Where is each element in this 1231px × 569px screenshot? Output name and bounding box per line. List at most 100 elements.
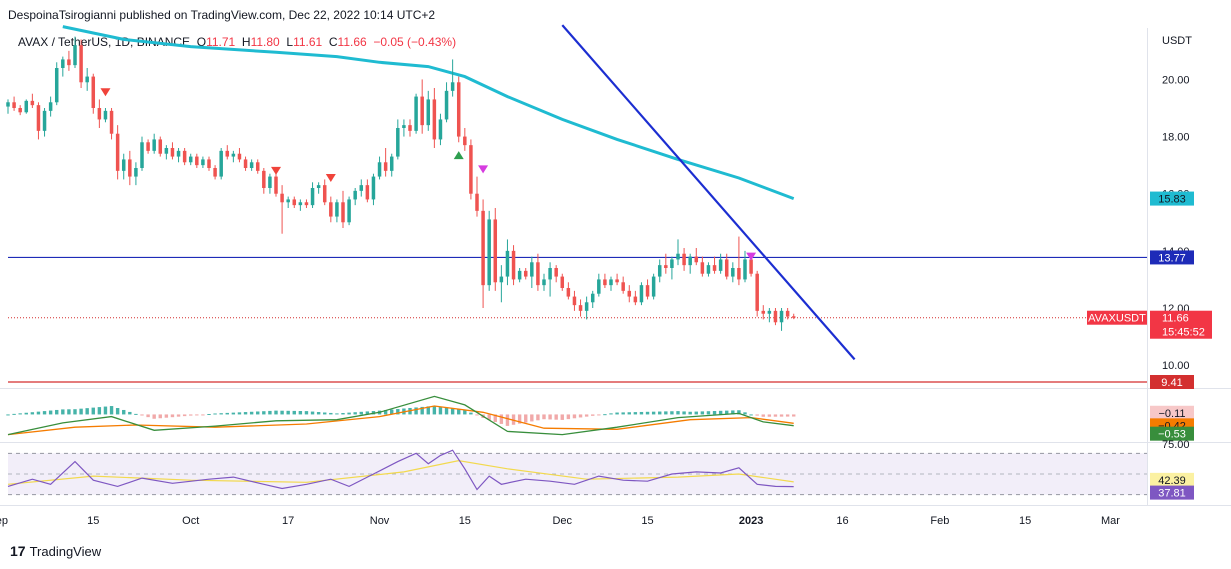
candle-body <box>335 202 339 217</box>
candle-body <box>231 153 236 157</box>
macd-histogram-bar <box>128 411 132 415</box>
rsi-value-tag-bg <box>1150 485 1194 500</box>
y-tick-label: 20.00 <box>1162 74 1190 86</box>
candle-body <box>286 199 290 203</box>
candle-body <box>682 253 686 266</box>
candle-body <box>237 153 242 160</box>
macd-histogram-bar <box>420 406 424 415</box>
macd-histogram-bar <box>182 414 187 417</box>
candle-body <box>450 82 455 91</box>
open-label: O <box>196 35 207 49</box>
macd-histogram-bar <box>341 413 345 415</box>
blue-line-price-tag: 13.77 <box>1158 252 1186 264</box>
x-tick-label: ep <box>0 515 8 527</box>
macd-histogram-bar <box>792 414 796 417</box>
macd-histogram-bar <box>353 412 357 415</box>
candle-body <box>298 202 303 206</box>
candle-body <box>268 176 272 188</box>
candle-body <box>371 176 376 200</box>
candle-body <box>255 162 260 171</box>
macd-histogram-bar <box>231 412 236 415</box>
high-value: 11.80 <box>250 35 280 49</box>
macd-histogram-bar <box>475 414 479 416</box>
macd-histogram-bar <box>249 411 254 415</box>
candle-body <box>396 128 400 157</box>
macd-histogram-bar <box>639 411 644 415</box>
macd-histogram-bar <box>24 412 28 415</box>
low-label: L <box>286 35 294 49</box>
macd-histogram-bar <box>79 408 83 415</box>
macd-histogram-bar <box>682 411 686 415</box>
candle-body <box>584 302 589 311</box>
candle-body <box>109 110 114 134</box>
macd-histogram-bar <box>109 406 114 415</box>
macd-histogram-bar <box>676 411 680 415</box>
macd-histogram-bar <box>73 409 77 415</box>
x-tick-label: 16 <box>836 515 848 527</box>
macd-histogram-bar <box>103 406 108 415</box>
candle-body <box>262 170 266 188</box>
macd-histogram-bar <box>365 411 370 415</box>
candle-body <box>615 279 619 283</box>
x-tick-label: Oct <box>182 515 199 527</box>
macd-histogram-bar <box>189 414 193 416</box>
publisher-header: DespoinaTsirogianni published on Trading… <box>8 8 436 22</box>
sell-signal-icon <box>478 165 489 174</box>
candle-body <box>444 90 449 120</box>
macd-histogram-bar <box>499 414 504 424</box>
macd-histogram-bar <box>469 412 473 415</box>
macd-histogram-bar <box>615 412 619 415</box>
macd-histogram-bar <box>170 414 175 418</box>
low-value: 11.61 <box>293 35 323 49</box>
macd-histogram-bar <box>390 409 394 415</box>
sell-signal-icon <box>100 88 111 97</box>
macd-histogram-bar <box>651 411 656 415</box>
macd-line <box>7 395 794 436</box>
macd-histogram-bar <box>444 407 449 415</box>
candle-body <box>779 310 784 323</box>
candle-body <box>402 125 406 128</box>
candle-body <box>36 105 41 131</box>
change-value: −0.05 (−0.43%) <box>373 35 457 49</box>
macd-histogram-bar <box>61 409 65 415</box>
candle-body <box>664 265 668 268</box>
symbol-info[interactable]: AVAX / TetherUS, 1D, BINANCE <box>18 35 191 49</box>
candle-body <box>359 185 364 191</box>
macd-histogram-bar <box>658 411 662 415</box>
macd-histogram-bar <box>176 414 181 417</box>
candle-body <box>773 310 778 323</box>
high-label: H <box>241 35 251 49</box>
macd-histogram-bar <box>706 411 711 415</box>
symbol-tag-bg <box>1087 310 1147 325</box>
macd-histogram-bar <box>280 410 284 415</box>
candle-body <box>30 100 35 106</box>
x-tick-label: 15 <box>1019 515 1031 527</box>
tradingview-footer[interactable]: 17 TradingView <box>10 543 101 559</box>
candle-body <box>85 76 89 83</box>
y-tick-label: 18.00 <box>1162 132 1190 144</box>
macd-histogram-bar <box>584 414 589 417</box>
macd-histogram-bar <box>542 414 546 420</box>
candle-body <box>12 102 16 108</box>
macd-histogram-bar <box>286 410 290 415</box>
candle-body <box>322 185 327 203</box>
macd-histogram-bar <box>298 411 303 415</box>
macd-histogram-bar <box>304 411 309 415</box>
candle-body <box>54 68 59 103</box>
macd-histogram-bar <box>517 414 522 424</box>
candle-body <box>164 148 169 154</box>
candle-body <box>341 202 345 223</box>
macd-histogram-bar <box>743 412 747 415</box>
candle-body <box>566 288 571 297</box>
x-tick-label: Mar <box>1101 515 1120 527</box>
macd-histogram-bar <box>530 414 534 422</box>
macd-histogram-bar <box>55 409 59 415</box>
rsi-line <box>7 449 794 491</box>
candle-body <box>219 150 223 177</box>
macd-histogram-bar <box>359 411 363 415</box>
candle-body <box>158 139 163 154</box>
candle-body <box>365 185 370 200</box>
macd-histogram-bar <box>505 414 510 426</box>
candle-body <box>670 259 674 268</box>
